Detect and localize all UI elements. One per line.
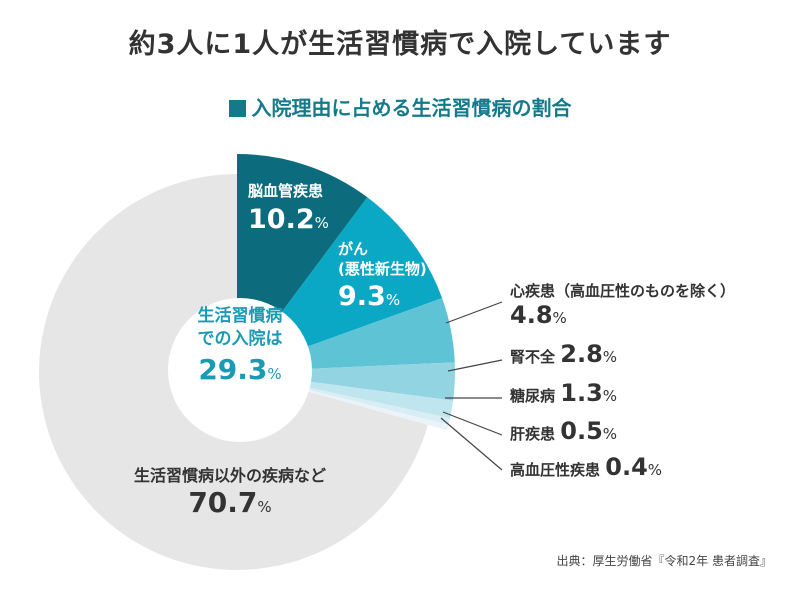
label-other: 生活習慣病以外の疾病など 70.7% xyxy=(60,462,400,519)
square-bullet-icon xyxy=(228,100,246,117)
center-line2: での入院は xyxy=(197,328,283,349)
label-cancer: がん (悪性新生物) 9.3% xyxy=(338,240,427,314)
unit: % xyxy=(257,498,272,516)
data-label: 0.5 xyxy=(560,417,603,445)
leader-line-hypertension xyxy=(440,417,503,471)
data-label: 10.2 xyxy=(248,203,315,235)
unit: % xyxy=(552,309,567,327)
leader-line-kidney xyxy=(447,359,503,372)
label-cerebrovascular: 脳血管疾患 10.2% xyxy=(248,182,329,237)
slice-name: 高血圧性疾患 xyxy=(510,461,601,479)
slice-name: 心疾患（高血圧性のものを除く） xyxy=(510,282,736,300)
unit: % xyxy=(385,291,401,309)
unit: % xyxy=(602,425,618,443)
page-title: 約3人に1人が生活習慣病で入院しています xyxy=(128,29,672,60)
slice-name: 糖尿病 xyxy=(510,387,556,405)
data-label: 1.3 xyxy=(560,379,603,407)
label-liver: 肝疾患 0.5% xyxy=(510,417,617,445)
data-label: 4.8 xyxy=(510,301,553,329)
slice-name: 脳血管疾患 xyxy=(248,182,324,200)
center-line1: 生活習慣病 xyxy=(197,306,283,326)
unit: % xyxy=(647,461,663,479)
leader-lines xyxy=(440,301,503,471)
data-label: 2.8 xyxy=(560,340,603,368)
label-heart: 心疾患（高血圧性のものを除く） 4.8% xyxy=(510,280,735,329)
chart-title: 入院理由に占める生活習慣病の割合 xyxy=(251,96,572,120)
slice-name: がん xyxy=(338,240,369,258)
unit: % xyxy=(602,387,618,405)
label-diabetes: 糖尿病 1.3% xyxy=(510,379,617,407)
leader-line-heart xyxy=(445,301,503,324)
label-hypertension: 高血圧性疾患 0.4% xyxy=(510,453,662,481)
data-label: 0.4 xyxy=(605,453,648,481)
slice-name-sub: (悪性新生物) xyxy=(338,259,427,278)
center-value: 29.3 xyxy=(198,352,268,386)
slice-name: 肝疾患 xyxy=(510,425,556,443)
chart-subtitle: 入院理由に占める生活習慣病の割合 xyxy=(0,92,800,121)
label-kidney: 腎不全 2.8% xyxy=(510,340,617,368)
unit: % xyxy=(267,364,282,383)
unit: % xyxy=(602,348,618,366)
unit: % xyxy=(314,213,329,232)
center-label: 生活習慣病 での入院は 29.3% xyxy=(175,305,305,389)
data-label: 70.7 xyxy=(188,486,258,519)
slice-name: 腎不全 xyxy=(510,348,556,366)
center-circle xyxy=(168,298,312,442)
leader-line-liver xyxy=(442,411,503,436)
source-note: 出典：厚生労働省『令和2年 患者調査』 xyxy=(556,554,772,568)
slice-name: 生活習慣病以外の疾病など xyxy=(133,466,326,485)
data-label: 9.3 xyxy=(338,281,386,312)
